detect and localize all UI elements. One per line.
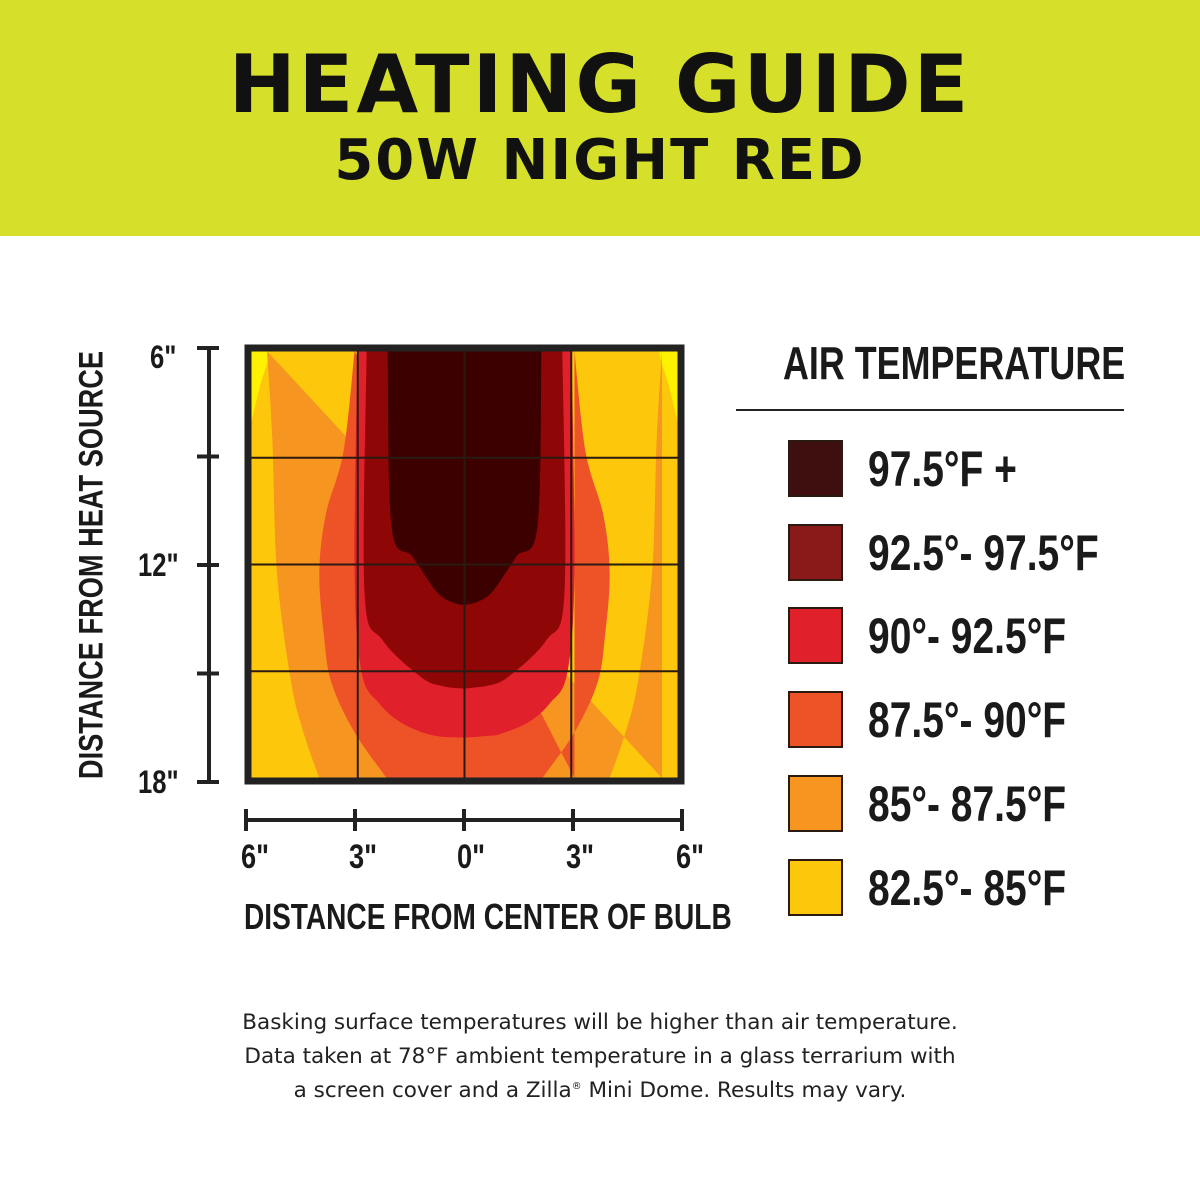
legend-label: 85°- 87.5°F <box>868 776 1067 832</box>
x-axis-title: DISTANCE FROM CENTER OF BULB <box>244 896 732 937</box>
header-banner <box>0 0 1200 236</box>
x-tick-label: 6" <box>676 838 705 876</box>
band-below-82-5 <box>251 351 270 424</box>
x-tick-label: 3" <box>566 838 595 876</box>
legend-swatch <box>788 859 843 916</box>
legend-label: 82.5°- 85°F <box>868 860 1067 916</box>
footnote-line: a screen cover and a Zilla® Mini Dome. R… <box>0 1078 1200 1103</box>
footnote-text: a screen cover and a Zilla <box>293 1078 572 1103</box>
legend-swatch <box>788 775 843 832</box>
legend-swatch <box>788 607 843 664</box>
x-tick-label: 3" <box>349 838 378 876</box>
legend-label: 87.5°- 90°F <box>868 692 1067 748</box>
footnote-text: Mini Dome. Results may vary. <box>581 1078 907 1103</box>
legend-swatch <box>788 691 843 748</box>
y-tick-label: 18" <box>138 764 179 800</box>
footnote-line: Data taken at 78°F ambient temperature i… <box>244 1044 956 1069</box>
legend-swatch <box>788 440 843 497</box>
x-tick-label: 0" <box>457 838 486 876</box>
legend-label: 90°- 92.5°F <box>868 608 1067 664</box>
legend-label: 92.5°- 97.5°F <box>868 525 1099 581</box>
page-subtitle: 50W NIGHT RED <box>334 128 866 193</box>
band-below-82-5 <box>659 351 678 424</box>
y-tick-label: 12" <box>138 547 179 583</box>
registered-mark: ® <box>571 1080 582 1092</box>
legend-title: AIR TEMPERATURE <box>783 337 1126 389</box>
page-title: HEATING GUIDE <box>228 38 972 131</box>
plot-frame <box>244 344 685 785</box>
y-axis-title: DISTANCE FROM HEAT SOURCE <box>72 350 111 780</box>
legend-swatch <box>788 524 843 581</box>
y-tick-label: 6" <box>150 339 177 375</box>
x-tick-label: 6" <box>241 838 270 876</box>
legend-label: 97.5°F + <box>868 441 1017 497</box>
legend-divider <box>736 409 1124 411</box>
footnote-line: Basking surface temperatures will be hig… <box>242 1010 958 1035</box>
